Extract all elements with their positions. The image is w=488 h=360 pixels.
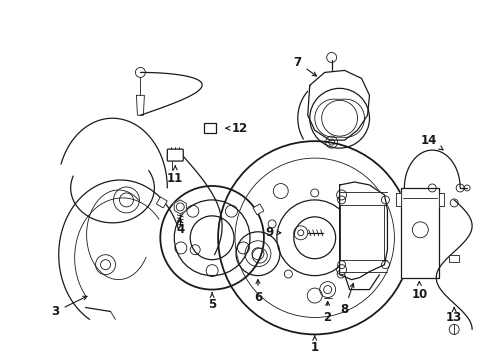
Text: 14: 14 xyxy=(420,134,442,150)
Text: 8: 8 xyxy=(340,283,353,316)
Text: 10: 10 xyxy=(410,282,427,301)
Polygon shape xyxy=(401,188,438,278)
Text: 11: 11 xyxy=(167,166,183,185)
Text: 7: 7 xyxy=(293,56,316,76)
Text: 9: 9 xyxy=(265,226,280,239)
Polygon shape xyxy=(438,193,443,206)
Polygon shape xyxy=(339,182,386,280)
Bar xyxy=(448,255,458,262)
Text: 6: 6 xyxy=(253,280,262,304)
Text: 12: 12 xyxy=(225,122,247,135)
Text: 5: 5 xyxy=(207,292,216,311)
Text: 13: 13 xyxy=(445,308,461,324)
Text: 4: 4 xyxy=(176,218,184,236)
Bar xyxy=(252,204,264,215)
Text: 1: 1 xyxy=(310,335,318,354)
Polygon shape xyxy=(396,193,401,206)
Polygon shape xyxy=(174,200,186,214)
FancyBboxPatch shape xyxy=(203,123,216,133)
Text: 2: 2 xyxy=(323,302,331,324)
Polygon shape xyxy=(307,71,369,140)
Bar xyxy=(156,197,167,208)
FancyBboxPatch shape xyxy=(167,149,183,161)
Text: 3: 3 xyxy=(52,296,87,318)
